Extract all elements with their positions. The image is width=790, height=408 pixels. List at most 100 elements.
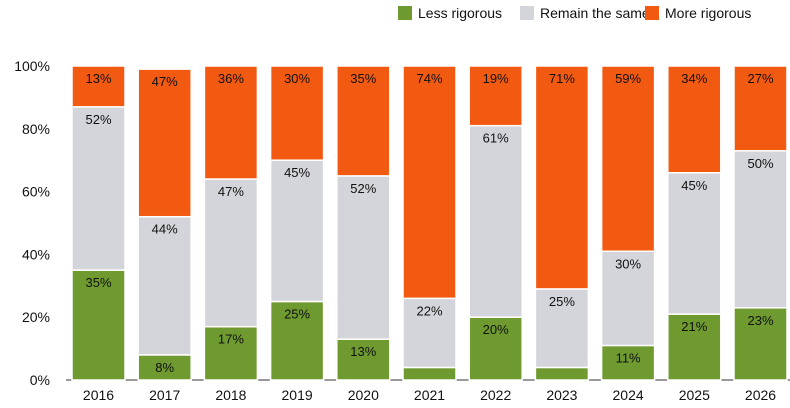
data-label: 35%	[350, 71, 376, 86]
bar-segment	[600, 65, 656, 253]
data-label: 74%	[416, 71, 442, 86]
data-label: 27%	[747, 71, 773, 86]
bar-group-2025: 21% 45% 34%	[667, 65, 722, 381]
data-label: 45%	[284, 165, 310, 180]
bar-segment	[468, 65, 523, 127]
legend-swatch	[398, 6, 412, 20]
bars: 35% 52% 13% 8% 44% 47% 17% 47% 36% 25% 45% 30% 13% 52…	[71, 65, 788, 381]
data-label: 47%	[152, 74, 178, 89]
bar-group-2022: 20% 61% 19%	[468, 65, 523, 381]
bar-segment	[269, 65, 325, 161]
data-label: 13%	[350, 344, 376, 359]
bar-segment	[402, 366, 457, 381]
y-tick-label: 0%	[30, 372, 50, 388]
data-label: 36%	[218, 71, 244, 86]
bar-segment	[534, 65, 590, 290]
bar-segment	[733, 65, 788, 152]
data-label: 8%	[155, 360, 174, 375]
bar-segment	[336, 338, 391, 381]
data-label: 13%	[85, 71, 111, 86]
bar-segment	[733, 307, 788, 381]
bar-segment	[336, 175, 391, 340]
bar-segment	[667, 313, 722, 381]
legend-swatch	[645, 6, 659, 20]
data-label: 34%	[681, 71, 707, 86]
legend: Less rigorous Remain the same More rigorou…	[398, 5, 751, 21]
y-tick-label: 40%	[22, 246, 50, 262]
data-label: 17%	[218, 332, 244, 347]
bar-segment	[667, 65, 722, 174]
x-tick-label: 2017	[149, 387, 180, 403]
x-tick-label: 2022	[480, 387, 511, 403]
bar-segment	[71, 106, 126, 271]
legend-item: More rigorous	[645, 5, 751, 21]
bar-group-2018: 17% 47% 36%	[203, 65, 259, 381]
x-tick-label: 2018	[215, 387, 246, 403]
data-label: 23%	[747, 313, 773, 328]
legend-label: Less rigorous	[418, 5, 502, 21]
data-label: 19%	[483, 71, 509, 86]
x-tick-label: 2026	[745, 387, 776, 403]
bar-segment	[203, 65, 259, 180]
bar-segment	[203, 178, 259, 328]
data-label: 71%	[549, 71, 575, 86]
bar-group-2021: 22% 74%	[402, 65, 457, 381]
bar-segment	[468, 316, 523, 381]
bar-group-2019: 25% 45% 30%	[269, 65, 325, 381]
bar-segment	[733, 150, 788, 309]
data-label: 30%	[284, 71, 310, 86]
data-label: 52%	[350, 181, 376, 196]
x-tick-label: 2021	[414, 387, 445, 403]
bar-group-2016: 35% 52% 13%	[71, 65, 126, 381]
bar-segment	[534, 366, 590, 381]
data-label: 45%	[681, 178, 707, 193]
legend-label: Remain the same	[540, 5, 650, 21]
legend-label: More rigorous	[665, 5, 751, 21]
bar-group-2026: 23% 50% 27%	[733, 65, 788, 381]
x-tick-label: 2023	[546, 387, 577, 403]
bar-segment	[269, 300, 325, 381]
bar-group-2020: 13% 52% 35%	[336, 65, 391, 381]
legend-item: Less rigorous	[398, 5, 502, 21]
x-axis: 2016 2017 2018 2019 2020 2021 2022 2023 2024 2025…	[83, 387, 776, 403]
x-tick-label: 2016	[83, 387, 114, 403]
bar-segment	[468, 124, 523, 318]
bar-segment	[137, 68, 192, 218]
bar-segment	[269, 159, 325, 303]
data-label: 21%	[681, 319, 707, 334]
bar-segment	[600, 250, 656, 347]
y-tick-label: 80%	[22, 121, 50, 137]
bar-segment	[137, 215, 192, 356]
x-tick-label: 2024	[613, 387, 644, 403]
y-tick-label: 60%	[22, 184, 50, 200]
x-tick-label: 2025	[679, 387, 710, 403]
data-label: 59%	[615, 71, 641, 86]
bar-group-2023: 25% 71%	[534, 65, 590, 381]
data-label: 20%	[483, 322, 509, 337]
bar-segment	[402, 297, 457, 369]
data-label: 30%	[615, 256, 641, 271]
data-label: 47%	[218, 184, 244, 199]
data-label: 61%	[483, 131, 509, 146]
bar-group-2017: 8% 44% 47%	[137, 68, 192, 381]
bar-segment	[534, 288, 590, 369]
data-label: 11%	[616, 350, 641, 365]
y-tick-label: 20%	[22, 309, 50, 325]
bar-segment	[402, 65, 457, 300]
data-label: 25%	[284, 307, 310, 322]
bar-segment	[336, 65, 391, 177]
bar-group-2024: 11% 30% 59%	[600, 65, 656, 381]
data-label: 52%	[85, 112, 111, 127]
y-axis: 0% 20% 40% 60% 80% 100%	[14, 58, 50, 388]
x-tick-label: 2019	[282, 387, 313, 403]
data-label: 22%	[416, 303, 442, 318]
data-label: 35%	[85, 275, 111, 290]
bar-segment	[71, 65, 126, 108]
bar-segment	[667, 172, 722, 315]
legend-swatch	[520, 6, 534, 20]
legend-item: Remain the same	[520, 5, 650, 21]
y-tick-label: 100%	[14, 58, 50, 74]
data-label: 50%	[747, 156, 773, 171]
bar-segment	[203, 325, 259, 381]
